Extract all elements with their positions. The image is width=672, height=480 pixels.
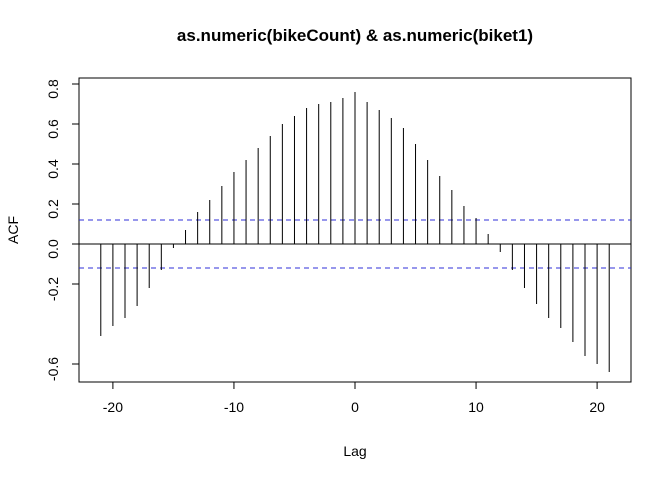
y-tick-label: -0.6 (45, 357, 61, 381)
y-tick-label: 0.4 (45, 159, 61, 179)
confidence-bounds (79, 219, 631, 269)
chart-title: as.numeric(bikeCount) & as.numeric(biket… (177, 26, 533, 45)
y-tick-label: 0.0 (45, 239, 61, 259)
y-tick-label: 0.2 (45, 199, 61, 219)
x-axis-label: Lag (343, 443, 366, 459)
x-tick-label: -10 (224, 399, 244, 415)
x-tick-label: 10 (468, 399, 484, 415)
acf-bars (100, 92, 610, 372)
y-tick-label: 0.6 (45, 119, 61, 139)
y-axis-label: ACF (5, 216, 21, 244)
x-tick-label: 20 (589, 399, 605, 415)
x-tick-label: -20 (103, 399, 123, 415)
y-tick-label: -0.2 (45, 277, 61, 301)
x-tick-label: 0 (351, 399, 359, 415)
y-axis: -0.6 -0.2 0.0 0.2 0.4 0.6 0.8 (45, 79, 79, 381)
x-axis: -20 -10 0 10 20 (103, 382, 605, 415)
y-tick-label: 0.8 (45, 79, 61, 99)
